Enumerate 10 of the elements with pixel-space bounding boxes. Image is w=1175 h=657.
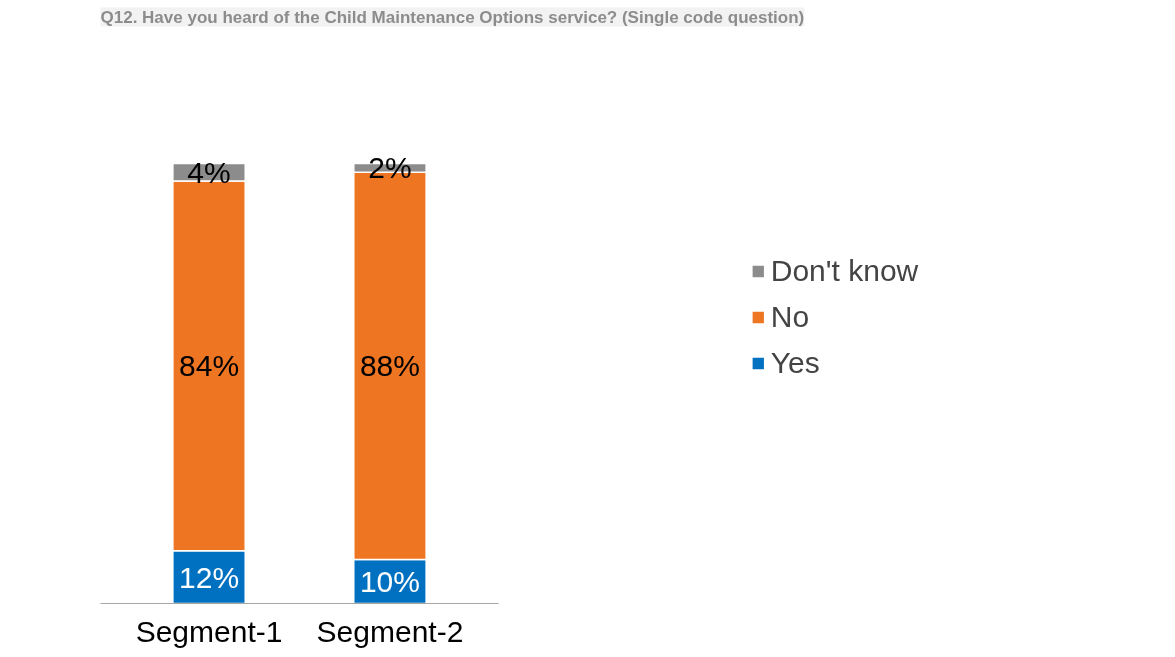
data-label: 10% (359, 565, 420, 598)
data-label: 88% (359, 349, 420, 383)
legend-label: Don't know (770, 254, 919, 288)
data-label: 12% (179, 560, 240, 594)
legend-label: Yes (770, 346, 820, 380)
x-tick-label: Segment-1 (135, 614, 283, 648)
data-label: 84% (179, 349, 240, 383)
chart-title: Q12. Have you heard of the Child Maintenance Options service? (Single code question) (100, 7, 805, 27)
legend-label: No (770, 300, 810, 334)
x-tick-label: Segment-2 (316, 614, 464, 648)
